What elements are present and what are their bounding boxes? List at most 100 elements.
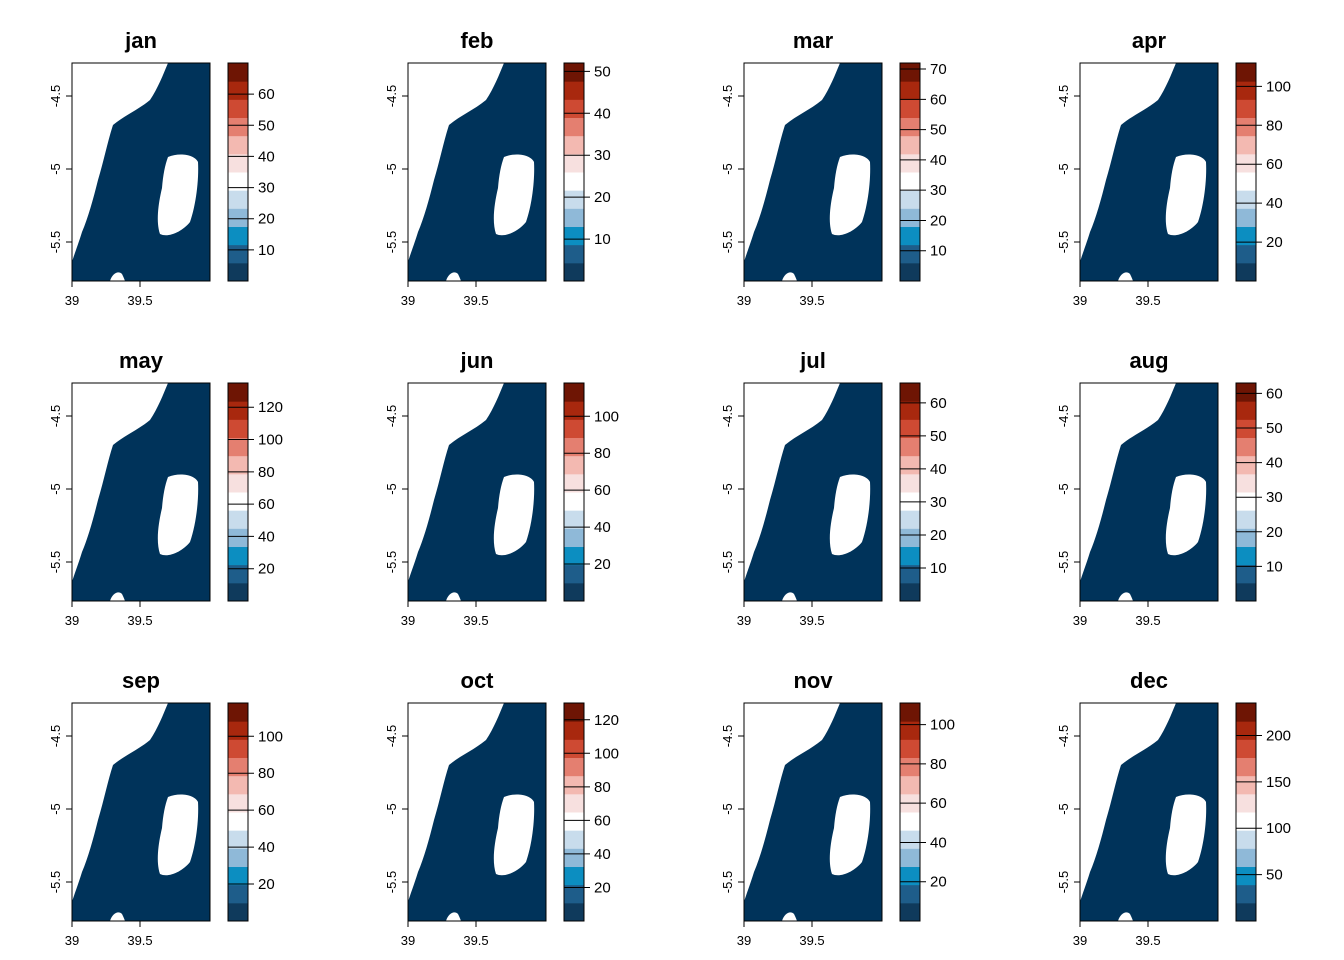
legend-swatch bbox=[228, 884, 248, 904]
legend-swatch bbox=[900, 190, 920, 209]
legend-tick-label: 100 bbox=[594, 745, 619, 762]
legend-swatch bbox=[228, 190, 248, 209]
legend-tick-label: 20 bbox=[594, 189, 611, 206]
x-tick-label: 39.5 bbox=[463, 293, 488, 308]
legend-swatch bbox=[900, 564, 920, 584]
legend-tick-label: 80 bbox=[258, 464, 275, 481]
legend-swatch bbox=[564, 564, 584, 584]
land-coast bbox=[1080, 63, 1176, 262]
legend-swatch bbox=[228, 437, 248, 457]
map-svg: 39 39.5 -4.5 -5 -5.5 20 40 60 80 100 bbox=[384, 382, 619, 628]
legend-swatch bbox=[900, 437, 920, 457]
legend-frame bbox=[563, 382, 585, 602]
x-tick-label: 39.5 bbox=[463, 933, 488, 948]
legend-swatch bbox=[564, 99, 584, 118]
y-tick-label: -4.5 bbox=[48, 405, 63, 427]
legend-swatch bbox=[228, 848, 248, 867]
legend-swatch bbox=[564, 172, 584, 191]
legend-swatch bbox=[1236, 757, 1256, 777]
legend-swatch bbox=[228, 830, 248, 849]
panel-title: feb bbox=[460, 28, 494, 53]
y-tick-label: -4.5 bbox=[384, 405, 399, 427]
legend-swatch bbox=[228, 703, 248, 722]
legend-tick-label: 60 bbox=[930, 91, 947, 108]
legend-frame bbox=[227, 382, 249, 602]
x-tick-label: 39 bbox=[401, 613, 415, 628]
legend-frame bbox=[563, 702, 585, 922]
land-coast bbox=[72, 63, 168, 262]
small-island bbox=[1118, 592, 1133, 601]
legend-tick-label: 40 bbox=[594, 519, 611, 536]
legend-swatch bbox=[900, 884, 920, 904]
panel-mar: mar 39 39.5 -4.5 -5 -5.5 10 20 30 40 50 60 70 bbox=[672, 0, 1008, 320]
legend-tick-label: 60 bbox=[258, 86, 275, 103]
legend-swatch bbox=[900, 226, 920, 246]
legend-swatch bbox=[228, 528, 248, 547]
legend-swatch bbox=[900, 866, 920, 886]
legend-frame bbox=[563, 62, 585, 282]
legend-tick-label: 100 bbox=[594, 408, 619, 425]
legend-tick-label: 40 bbox=[594, 105, 611, 122]
legend-swatch bbox=[564, 848, 584, 867]
legend-tick-label: 50 bbox=[258, 117, 275, 134]
legend-swatch bbox=[564, 528, 584, 547]
legend-tick-label: 100 bbox=[1266, 820, 1291, 837]
legend-swatch bbox=[228, 546, 248, 566]
legend-swatch bbox=[564, 812, 584, 831]
legend-tick-label: 80 bbox=[594, 445, 611, 462]
legend-swatch bbox=[1236, 866, 1256, 886]
legend-tick-label: 60 bbox=[594, 482, 611, 499]
legend-frame bbox=[1235, 702, 1257, 922]
legend-swatch bbox=[228, 757, 248, 777]
legend-tick-label: 60 bbox=[1266, 385, 1283, 402]
legend-tick-label: 100 bbox=[1266, 78, 1291, 95]
legend-swatch bbox=[564, 866, 584, 886]
legend-swatch bbox=[900, 63, 920, 82]
map-svg: 39 39.5 -4.5 -5 -5.5 20 40 60 80 100 bbox=[48, 702, 283, 948]
legend-swatch bbox=[900, 721, 920, 740]
y-tick-label: -5 bbox=[384, 803, 399, 815]
legend-tick-label: 20 bbox=[930, 874, 947, 891]
small-island bbox=[782, 912, 797, 921]
map-frame bbox=[1079, 62, 1219, 282]
legend-swatch bbox=[900, 81, 920, 100]
y-tick-label: -5.5 bbox=[384, 551, 399, 573]
legend-swatch bbox=[228, 117, 248, 137]
legend-tick-label: 50 bbox=[594, 63, 611, 80]
legend-swatch bbox=[1236, 401, 1256, 420]
legend-swatch bbox=[900, 739, 920, 758]
legend-swatch bbox=[1236, 473, 1256, 493]
panel-title: jun bbox=[460, 348, 494, 373]
legend-tick-label: 20 bbox=[594, 556, 611, 573]
legend-swatch bbox=[1236, 721, 1256, 740]
legend-swatch bbox=[228, 775, 248, 795]
island bbox=[829, 474, 871, 556]
legend-swatch bbox=[1236, 419, 1256, 438]
legend-swatch bbox=[228, 866, 248, 886]
legend-swatch bbox=[1236, 528, 1256, 547]
x-tick-label: 39 bbox=[65, 933, 79, 948]
x-tick-label: 39 bbox=[401, 933, 415, 948]
panel-may: may 39 39.5 -4.5 -5 -5.5 20 40 60 80 100 120 bbox=[0, 320, 336, 640]
legend-swatch bbox=[228, 510, 248, 529]
legend-swatch bbox=[228, 419, 248, 438]
legend-swatch bbox=[900, 757, 920, 777]
legend-swatch bbox=[228, 812, 248, 831]
legend-swatch bbox=[564, 830, 584, 849]
x-tick-label: 39 bbox=[737, 933, 751, 948]
legend-tick-label: 20 bbox=[594, 879, 611, 896]
legend-swatch bbox=[900, 902, 920, 922]
map-frame bbox=[743, 702, 883, 922]
legend-swatch bbox=[1236, 63, 1256, 82]
legend-tick-label: 20 bbox=[930, 527, 947, 544]
x-tick-label: 39.5 bbox=[463, 613, 488, 628]
legend-swatch bbox=[228, 153, 248, 173]
y-tick-label: -5 bbox=[384, 163, 399, 175]
panel-title: jul bbox=[800, 348, 826, 373]
legend-tick-label: 20 bbox=[258, 211, 275, 228]
small-island bbox=[446, 592, 461, 601]
legend-swatch bbox=[900, 419, 920, 438]
y-tick-label: -4.5 bbox=[384, 725, 399, 747]
legend-swatch bbox=[564, 383, 584, 402]
legend-swatch bbox=[900, 510, 920, 529]
